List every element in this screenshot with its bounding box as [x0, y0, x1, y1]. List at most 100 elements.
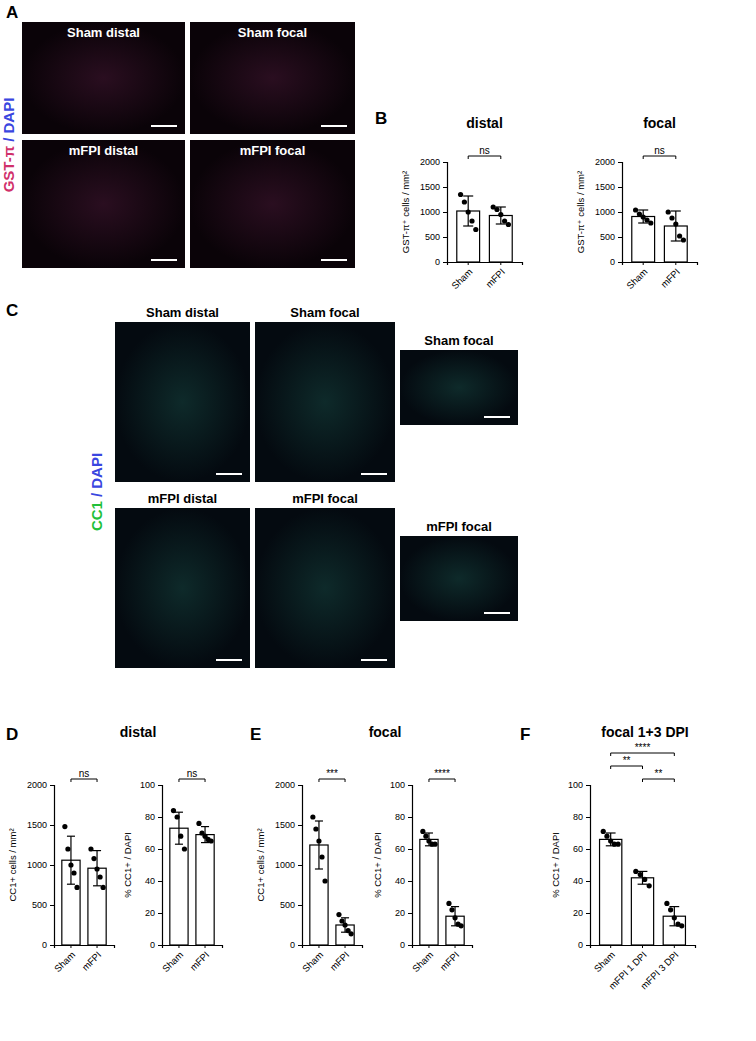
data-point — [681, 237, 686, 242]
tick-label: 80 — [145, 812, 155, 822]
x-axis: ShammFPI — [52, 945, 115, 974]
panel-letter: A — [6, 3, 18, 22]
data-point — [668, 907, 673, 912]
scale-bar — [216, 659, 242, 661]
y-label: GST-π⁺ cells / mm² — [400, 171, 411, 253]
tick-mark — [178, 945, 179, 948]
data-point — [349, 931, 354, 936]
x-tick: mFPI 3 DPI — [638, 945, 680, 991]
x-tick: Sham — [449, 262, 474, 291]
tick-label: 0 — [42, 940, 47, 950]
data-point — [62, 824, 67, 829]
tick-mark — [643, 262, 644, 265]
tick-label: mFPI — [80, 949, 104, 973]
data-point — [473, 227, 478, 232]
y-tick: 1000 — [595, 207, 622, 217]
micrograph — [115, 508, 250, 668]
tick-label: Sham — [52, 949, 77, 974]
tile-label: Sham focal — [290, 305, 359, 320]
tick-label: mFPI — [438, 949, 462, 973]
y-tick: 40 — [145, 876, 162, 886]
y-tick: 60 — [395, 844, 412, 854]
y-tick: 500 — [600, 232, 622, 242]
y-tick: 1000 — [27, 860, 54, 870]
y-tick: 0 — [150, 940, 162, 950]
x-tick: Sham — [592, 945, 617, 974]
axis-line — [591, 946, 696, 949]
error-cap — [315, 868, 323, 869]
error-cap — [463, 195, 473, 196]
axis-line — [303, 946, 363, 949]
error-cap — [93, 885, 101, 886]
x-tick: mFPI — [483, 262, 507, 290]
tick-mark — [97, 945, 98, 948]
x-tick: Sham — [624, 262, 649, 291]
error-cap — [669, 906, 679, 907]
tick-mark — [158, 785, 162, 786]
error-cap — [201, 842, 209, 843]
tick-label: mFPI — [483, 266, 507, 290]
error-stem — [318, 821, 319, 869]
error-bar — [93, 851, 101, 886]
y-tick: 60 — [573, 844, 590, 854]
y-tick: 2000 — [27, 780, 54, 790]
y-tick: 100 — [140, 780, 162, 790]
tick-label: Sham — [449, 266, 474, 291]
significance-bracket — [611, 766, 643, 769]
chart: 020406080100ShammFPI 1 DPImFPI 3 DPI% CC… — [550, 742, 696, 991]
tick-mark — [298, 865, 302, 866]
y-tick: 20 — [145, 908, 162, 918]
x-tick: mFPI — [188, 945, 212, 973]
y-axis: 020406080100 — [140, 780, 163, 950]
significance-label: ** — [655, 768, 663, 779]
significance-label: **** — [635, 742, 651, 753]
stain-label: GST-π/ DAPI — [0, 98, 17, 193]
tick-mark — [443, 262, 447, 263]
data-point — [178, 834, 183, 839]
tick-mark — [468, 262, 469, 265]
y-tick: 2000 — [275, 780, 302, 790]
panel-title: focal — [369, 724, 402, 740]
tick-mark — [50, 865, 54, 866]
tick-mark — [443, 237, 447, 238]
tick-label: 40 — [395, 876, 405, 886]
tick-mark — [674, 945, 675, 948]
axis-line — [408, 786, 413, 946]
data-point — [673, 221, 678, 226]
tick-mark — [318, 945, 319, 948]
tick-mark — [50, 825, 54, 826]
tick-label: 1500 — [595, 182, 615, 192]
data-point — [71, 870, 76, 875]
x-axis: ShammFPI — [160, 945, 223, 974]
tick-mark — [158, 881, 162, 882]
significance-label: ns — [654, 145, 665, 156]
significance-label: ns — [187, 768, 198, 779]
tick-label: Sham — [592, 949, 617, 974]
inset-label: Sham focal — [424, 333, 493, 348]
data-point — [647, 883, 652, 888]
y-tick: 1500 — [595, 182, 622, 192]
x-tick: mFPI — [438, 945, 462, 973]
data-point — [498, 212, 503, 217]
tick-mark — [298, 825, 302, 826]
axis-line — [163, 946, 223, 949]
tick-mark — [618, 262, 622, 263]
y-axis: 020406080100 — [390, 780, 413, 950]
error-bar — [67, 836, 75, 884]
micrograph — [255, 322, 395, 482]
significance-label: ns — [79, 768, 90, 779]
scale-bar — [361, 659, 387, 661]
y-axis: 020406080100 — [568, 780, 591, 950]
data-point — [446, 901, 451, 906]
y-tick: 0 — [290, 940, 302, 950]
tile-label: Sham distal — [67, 25, 140, 40]
scale-bar — [484, 416, 510, 418]
tick-label: 100 — [568, 780, 583, 790]
tick-label: 40 — [573, 876, 583, 886]
tile-label: Sham focal — [238, 25, 307, 40]
error-cap — [638, 884, 648, 885]
tick-label: 100 — [390, 780, 405, 790]
y-label: % CC1+ / DAPI — [550, 832, 561, 898]
data-point — [459, 923, 464, 928]
bar — [170, 828, 188, 945]
